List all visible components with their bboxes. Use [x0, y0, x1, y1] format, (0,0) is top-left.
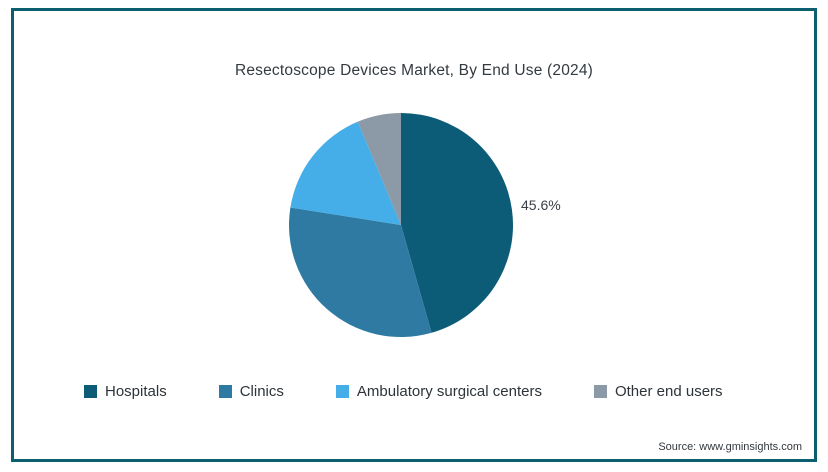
pie-slice-hospitals [401, 113, 514, 333]
legend-label-clinics: Clinics [239, 383, 284, 400]
chart-legend: Hospitals Clinics Ambulatory surgical ce… [84, 383, 723, 400]
legend-swatch-other-end-users [593, 385, 607, 398]
source-attribution: Source: www.gminsights.com [658, 441, 802, 453]
legend-swatch-hospitals [84, 385, 97, 398]
legend-item-clinics: Clinics [218, 383, 284, 400]
pie-slice-ambulatory-surgical-centers [290, 121, 401, 225]
legend-label-hospitals: Hospitals [105, 383, 167, 400]
chart-title: Resectoscope Devices Market, By End Use … [234, 62, 594, 79]
legend-item-ambulatory-surgical-centers: Ambulatory surgical centers [335, 383, 542, 400]
pie-slice-other-end-users [357, 113, 401, 225]
legend-item-hospitals: Hospitals [84, 383, 167, 400]
legend-label-other-end-users: Other end users [614, 383, 723, 400]
legend-item-other-end-users: Other end users [593, 383, 723, 400]
legend-swatch-clinics [218, 385, 232, 398]
hospitals-percent-label: 45.6% [521, 197, 561, 213]
legend-swatch-ambulatory-surgical-centers [335, 385, 349, 398]
pie-chart [289, 113, 514, 338]
legend-label-ambulatory-surgical-centers: Ambulatory surgical centers [356, 383, 542, 400]
pie-slice-clinics [289, 207, 432, 338]
pie-chart-area [286, 110, 516, 340]
